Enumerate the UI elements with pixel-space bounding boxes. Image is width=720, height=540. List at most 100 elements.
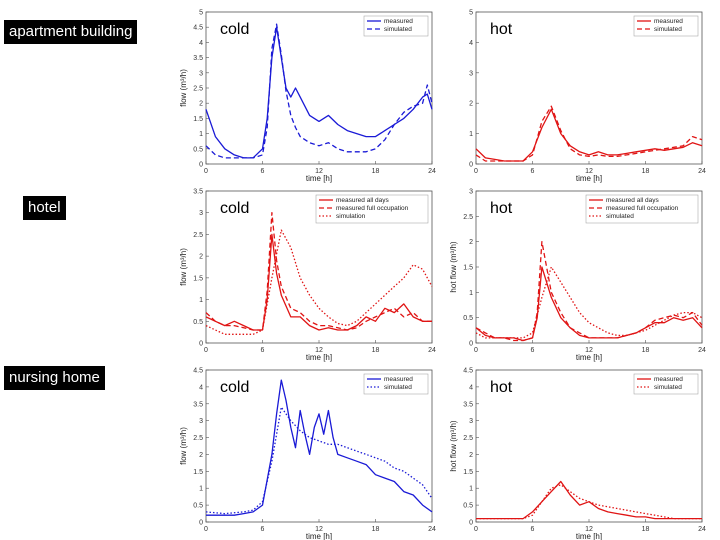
series-line-dashed <box>205 23 433 159</box>
y-tick-label: 0 <box>469 162 473 169</box>
y-tick-label: 3 <box>469 418 473 425</box>
series-line-dashed <box>475 105 703 162</box>
x-tick-label: 24 <box>698 347 706 354</box>
y-tick-label: 3 <box>199 418 203 425</box>
x-tick-label: 24 <box>698 168 706 175</box>
y-tick-label: 1 <box>469 290 473 297</box>
y-tick-label: 2.5 <box>193 435 203 442</box>
series-line-solid <box>205 233 432 331</box>
x-tick-label: 0 <box>474 347 478 354</box>
y-tick-label: 3.5 <box>193 55 203 62</box>
x-tick-label: 6 <box>261 168 265 175</box>
legend-label: measured all days <box>336 197 389 204</box>
row-label-hotel: hotel <box>23 196 66 220</box>
y-tick-label: 4 <box>199 384 203 391</box>
x-tick-label: 24 <box>428 168 436 175</box>
y-tick-label: 0.5 <box>463 503 473 510</box>
series-line-solid <box>476 480 702 520</box>
y-tick-label: 5 <box>199 10 203 17</box>
y-tick-label: 0.5 <box>193 319 203 326</box>
y-tick-label: 1 <box>199 297 203 304</box>
y-tick-label: 0 <box>469 341 473 348</box>
y-tick-label: 4.5 <box>193 25 203 32</box>
x-axis-label: time [h] <box>576 353 602 362</box>
y-tick-label: 0 <box>469 520 473 527</box>
y-axis-label: hot flow (m³/h) <box>449 241 458 292</box>
x-tick-label: 6 <box>261 347 265 354</box>
y-tick-label: 2.5 <box>193 86 203 93</box>
y-tick-label: 1.5 <box>193 469 203 476</box>
chart-apartment-hot: 0 1 2 3 4 5 0 6 12 18 24 time [h] measured simulated h… <box>440 4 708 184</box>
y-tick-label: 0.5 <box>193 503 203 510</box>
x-tick-label: 18 <box>372 526 380 533</box>
x-axis-label: time [h] <box>306 174 332 183</box>
y-tick-label: 2 <box>469 239 473 246</box>
series-line-solid <box>475 266 703 342</box>
y-tick-label: 2 <box>199 101 203 108</box>
y-tick-label: 1 <box>469 131 473 138</box>
x-axis-label: time [h] <box>306 353 332 362</box>
series-line-solid <box>475 108 703 162</box>
x-tick-label: 18 <box>642 168 650 175</box>
series-line-dashed <box>205 212 432 331</box>
x-tick-label: 18 <box>372 347 380 354</box>
x-tick-label: 12 <box>585 168 593 175</box>
series-line-dashed <box>475 241 703 342</box>
y-tick-label: 1 <box>199 131 203 138</box>
legend-label: measured <box>654 376 683 383</box>
legend-label: measured full occupation <box>606 205 679 212</box>
y-tick-label: 3 <box>199 70 203 77</box>
x-tick-label: 0 <box>204 347 208 354</box>
y-tick-label: 2 <box>469 101 473 108</box>
x-axis-label: time [h] <box>306 532 332 540</box>
legend-label: simulated <box>384 384 412 391</box>
x-tick-label: 0 <box>474 526 478 533</box>
y-tick-label: 1 <box>199 486 203 493</box>
y-tick-label: 0 <box>199 341 203 348</box>
legend-label: simulated <box>384 26 412 33</box>
y-tick-label: 1.5 <box>193 275 203 282</box>
y-tick-label: 2.5 <box>463 214 473 221</box>
x-tick-label: 12 <box>315 168 323 175</box>
x-tick-label: 0 <box>474 168 478 175</box>
y-tick-label: 3.5 <box>193 189 203 196</box>
y-tick-label: 2 <box>199 452 203 459</box>
chart-svg: 0 0.5 1 1.5 2 2.5 3 3.5 4 4.5 0 6 12 18 24 time [h] hot … <box>449 368 706 540</box>
chart-hotel-cold: 0 0.5 1 1.5 2 2.5 3 3.5 0 6 12 18 24 time [h] flow (m³… <box>170 183 438 363</box>
x-tick-label: 24 <box>428 526 436 533</box>
series-line-solid <box>205 26 433 159</box>
row-label-nursing-home: nursing home <box>4 366 105 390</box>
y-tick-label: 0 <box>199 162 203 169</box>
y-tick-label: 3 <box>199 210 203 217</box>
chart-svg: 0 0.5 1 1.5 2 2.5 3 3.5 4 4.5 0 6 12 18 24 time [h] flow… <box>179 368 436 540</box>
x-tick-label: 6 <box>531 347 535 354</box>
y-tick-label: 3 <box>469 70 473 77</box>
chart-nursing-hot: 0 0.5 1 1.5 2 2.5 3 3.5 4 4.5 0 6 12 18 24 time [h] hot … <box>440 362 708 540</box>
y-tick-label: 0.5 <box>463 315 473 322</box>
chart-annotation: cold <box>220 21 249 38</box>
legend-box <box>585 194 699 224</box>
y-tick-label: 1.5 <box>463 469 473 476</box>
legend-label: simulated <box>654 384 682 391</box>
chart-annotation: hot <box>490 21 513 38</box>
y-tick-label: 4.5 <box>193 368 203 375</box>
legend-box <box>315 194 429 224</box>
legend-label: measured full occupation <box>336 205 409 212</box>
series-line-solid <box>206 379 433 516</box>
row-label-apartment: apartment building <box>4 20 138 44</box>
chart-annotation: hot <box>490 379 513 396</box>
x-tick-label: 12 <box>585 347 593 354</box>
x-tick-label: 0 <box>204 168 208 175</box>
series-line-dotted <box>476 484 702 520</box>
y-tick-label: 1.5 <box>193 116 203 123</box>
chart-annotation: cold <box>220 379 249 396</box>
legend-label: measured <box>384 376 413 383</box>
legend-label: simulated <box>606 213 634 220</box>
y-tick-label: 2 <box>199 254 203 261</box>
chart-annotation: hot <box>490 200 513 217</box>
chart-svg: 0 0.5 1 1.5 2 2.5 3 3.5 0 6 12 18 24 time [h] flow (m³… <box>179 189 436 363</box>
legend-label: measured <box>384 18 413 25</box>
y-axis-label: flow (m³/h) <box>179 248 188 286</box>
x-axis-label: time [h] <box>576 174 602 183</box>
